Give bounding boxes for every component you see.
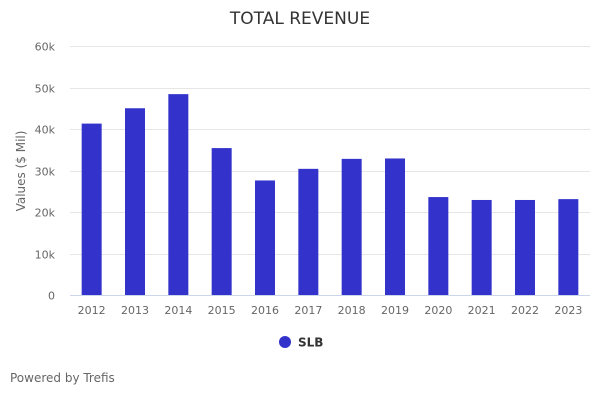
x-tick-label: 2012: [78, 304, 106, 317]
y-tick-label: 40k: [35, 124, 56, 137]
bar-2023[interactable]: [558, 199, 579, 295]
bar-2015[interactable]: [211, 148, 232, 295]
x-tick-label: 2013: [121, 304, 149, 317]
x-axis-ticks: 2012 2013 2014 2015 2016 2017 2018 2019 2020 2021…: [78, 304, 583, 317]
bar-2018[interactable]: [341, 158, 362, 295]
bar-2017[interactable]: [298, 168, 319, 295]
bar-2022[interactable]: [515, 199, 535, 295]
x-tick-label: 2016: [251, 304, 279, 317]
x-tick-label: 2019: [381, 304, 409, 317]
bar-2021[interactable]: [471, 199, 492, 295]
y-tick-label: 20k: [35, 207, 56, 220]
bar-2012[interactable]: [81, 123, 102, 295]
x-tick-label: 2022: [511, 304, 539, 317]
bar-2013[interactable]: [125, 108, 145, 295]
x-tick-label: 2015: [208, 304, 236, 317]
x-tick-label: 2021: [468, 304, 496, 317]
y-tick-label: 30k: [35, 166, 56, 179]
y-axis-title: Values ($ Mil): [14, 131, 28, 212]
x-tick-label: 2023: [554, 304, 582, 317]
legend-label-slb[interactable]: SLB: [298, 336, 323, 350]
credit-text[interactable]: Powered by Trefis: [10, 371, 115, 385]
bar-2014[interactable]: [168, 94, 189, 295]
x-tick-label: 2014: [164, 304, 192, 317]
bar-2016[interactable]: [255, 180, 275, 295]
x-tick-label: 2020: [424, 304, 452, 317]
y-axis-ticks: 0 10k 20k 30k 40k 50k 60k: [35, 41, 56, 303]
bar-2020[interactable]: [428, 197, 449, 295]
x-tick-label: 2018: [338, 304, 366, 317]
chart-title: TOTAL REVENUE: [229, 9, 370, 29]
y-tick-label: 60k: [35, 41, 56, 54]
y-tick-label: 10k: [35, 249, 56, 262]
bars: [81, 94, 579, 295]
gridlines: [70, 46, 590, 296]
bar-2019[interactable]: [385, 158, 405, 295]
x-tick-label: 2017: [294, 304, 322, 317]
y-tick-label: 0: [48, 290, 55, 303]
y-tick-label: 50k: [35, 83, 56, 96]
legend-marker-slb[interactable]: [279, 336, 291, 348]
legend[interactable]: SLB: [279, 336, 323, 350]
